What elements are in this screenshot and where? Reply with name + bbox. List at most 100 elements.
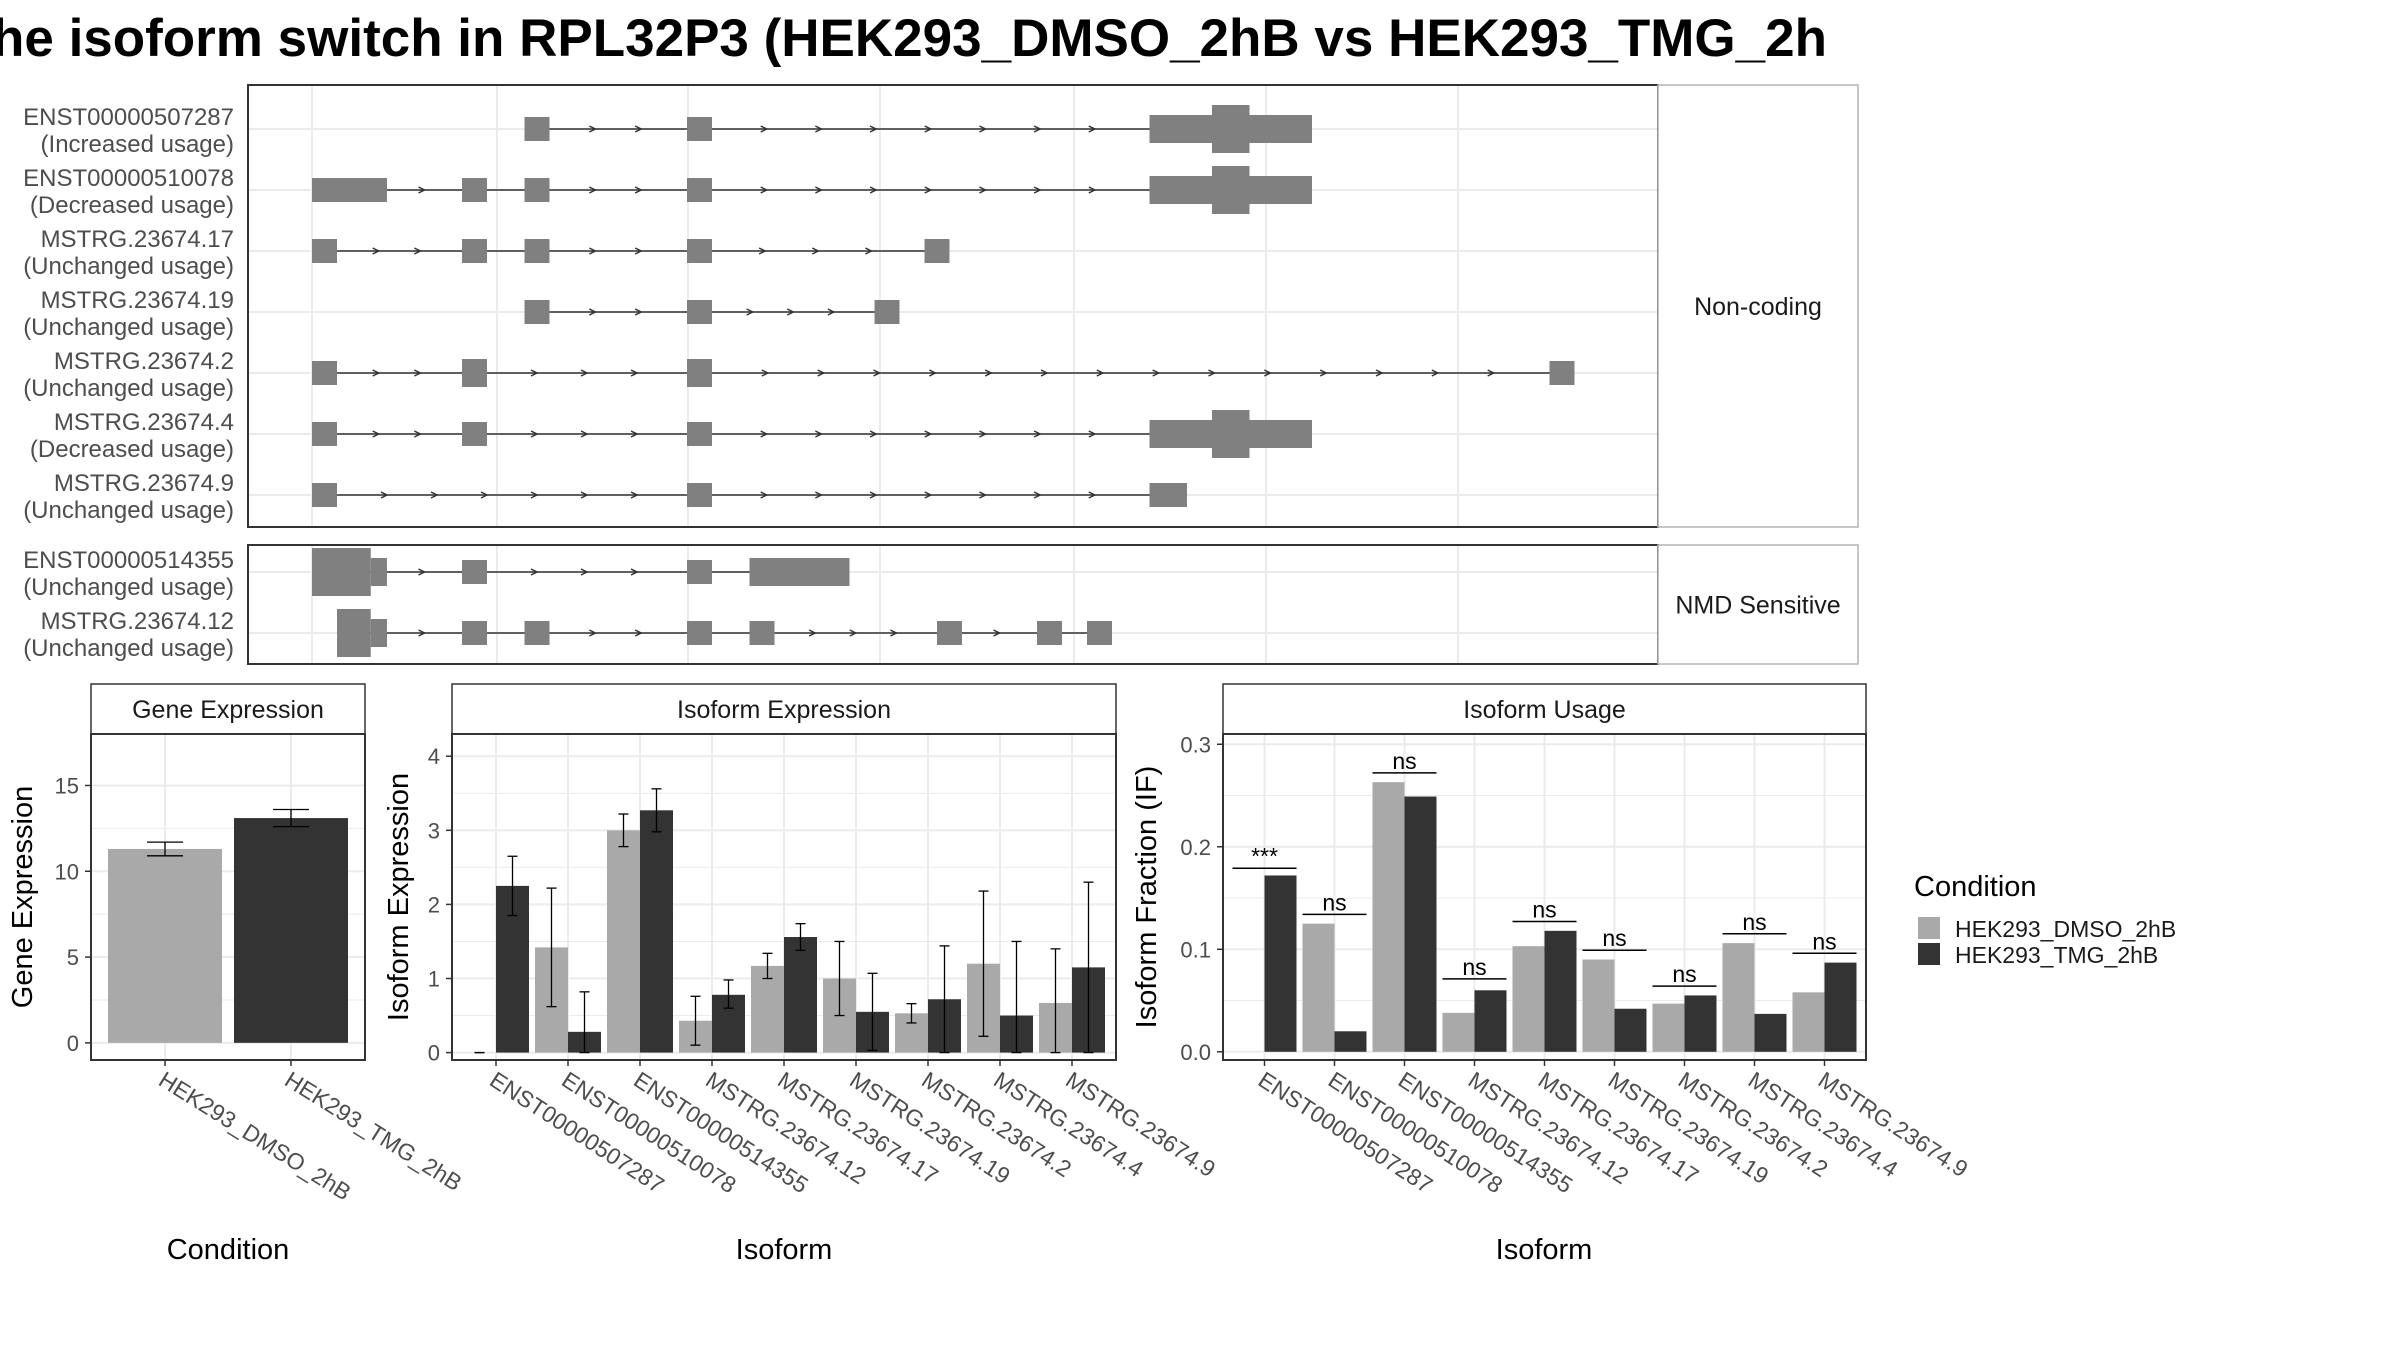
bar — [1442, 1012, 1475, 1052]
intron-arrow — [580, 369, 589, 377]
significance-label: ns — [1462, 954, 1486, 980]
intron-arrow — [588, 308, 598, 316]
legend-label-dmso: HEK293_DMSO_2hB — [1955, 916, 2176, 942]
exon-block — [524, 178, 550, 202]
y-tick-label: 1 — [428, 967, 440, 992]
intron-arrow — [1088, 491, 1097, 499]
panel-strip — [1222, 683, 1867, 735]
exon-block — [462, 422, 487, 446]
intron-arrow — [984, 369, 993, 377]
intron-arrow — [580, 491, 589, 499]
transcript-id-label: MSTRG.23674.2 — [54, 348, 234, 375]
exon-block — [1212, 166, 1250, 214]
intron-arrow — [634, 125, 643, 133]
bar — [1264, 875, 1297, 1052]
intron-arrow — [827, 308, 836, 316]
transcript-usage-label: (Unchanged usage) — [23, 497, 234, 524]
bar — [1754, 1013, 1787, 1052]
intron-arrow — [630, 491, 639, 499]
exon-block — [312, 548, 371, 596]
transcript-id-label: ENST00000510078 — [23, 165, 234, 192]
facet-strip-label: NMD Sensitive — [1675, 592, 1840, 620]
figure-title: he isoform switch in RPL32P3 (HEK293_DMS… — [0, 9, 1827, 68]
transcript-usage-label: (Decreased usage) — [30, 436, 234, 463]
exon-block — [462, 560, 487, 584]
intron-arrow — [869, 125, 878, 133]
intron-arrow — [1208, 369, 1217, 377]
significance-label: ns — [1812, 928, 1836, 954]
bar — [1372, 782, 1405, 1052]
intron-arrow — [580, 430, 589, 438]
exon-block — [1212, 105, 1250, 153]
bar — [1404, 796, 1437, 1052]
exon-block — [687, 117, 712, 141]
intron-arrow — [815, 125, 824, 133]
bar — [1614, 1008, 1647, 1052]
exon-block — [312, 422, 337, 446]
intron-arrow — [1431, 369, 1440, 377]
x-axis-title: Isoform — [1496, 1234, 1593, 1266]
intron-arrow — [760, 125, 769, 133]
intron-arrow — [430, 491, 439, 499]
exon-block — [687, 560, 712, 584]
intron-arrow — [890, 629, 899, 637]
transcript-row: MSTRG.23674.19(Unchanged usage) — [23, 287, 900, 341]
transcript-row: MSTRG.23674.4(Decreased usage) — [30, 409, 1312, 463]
significance-label: ns — [1392, 748, 1416, 774]
intron-arrow — [815, 186, 824, 194]
intron-arrow — [588, 125, 598, 133]
exon-block — [462, 621, 487, 645]
intron-arrow — [580, 568, 589, 576]
intron-arrow — [413, 369, 423, 377]
intron-arrow — [634, 186, 643, 194]
bar — [784, 937, 817, 1053]
intron-arrow — [979, 125, 988, 133]
intron-arrow — [372, 247, 381, 255]
intron-arrow — [418, 568, 427, 576]
intron-arrow — [761, 369, 770, 377]
y-tick-label: 0.2 — [1180, 835, 1211, 860]
intron-arrow — [1033, 186, 1042, 194]
exon-block — [312, 361, 337, 385]
legend-swatch-dmso — [1918, 917, 1940, 939]
exon-block — [687, 483, 712, 507]
intron-arrow — [1319, 369, 1328, 377]
intron-arrow — [924, 491, 933, 499]
exon-block — [312, 239, 337, 263]
facet-frame — [247, 84, 1659, 528]
significance-label: *** — [1251, 843, 1278, 869]
intron-arrow — [979, 491, 988, 499]
bar — [1544, 930, 1577, 1052]
exon-block — [749, 621, 775, 645]
intron-arrow — [1033, 491, 1042, 499]
intron-arrow — [418, 629, 427, 637]
exon-block — [824, 558, 850, 586]
intron-arrow — [869, 491, 878, 499]
y-axis-title: Isoform Fraction (IF) — [1131, 766, 1163, 1029]
intron-arrow — [869, 186, 878, 194]
transcript-id-label: MSTRG.23674.4 — [54, 409, 234, 436]
intron-arrow — [634, 308, 643, 316]
intron-arrow — [979, 186, 988, 194]
transcript-id-label: MSTRG.23674.19 — [41, 287, 234, 314]
transcript-usage-label: (Unchanged usage) — [23, 375, 234, 402]
intron-arrow — [979, 430, 988, 438]
y-tick-label: 4 — [428, 744, 440, 769]
bar — [1792, 992, 1825, 1052]
transcript-id-label: MSTRG.23674.12 — [41, 608, 234, 635]
bar — [607, 830, 640, 1053]
intron-arrow — [993, 629, 1002, 637]
exon-block — [687, 359, 712, 387]
exon-block — [1549, 361, 1575, 385]
exon-block — [687, 422, 712, 446]
intron-arrow — [817, 369, 826, 377]
panel-frame — [90, 733, 366, 1061]
exon-block — [1249, 176, 1312, 204]
structure-facet: Non-coding ENST00000507287(Increased usag… — [23, 84, 1859, 528]
intron-arrow — [588, 629, 598, 637]
y-tick-label: 0.1 — [1180, 937, 1211, 962]
bar — [1652, 1003, 1685, 1052]
intron-arrow — [634, 629, 643, 637]
intron-arrow — [924, 186, 933, 194]
